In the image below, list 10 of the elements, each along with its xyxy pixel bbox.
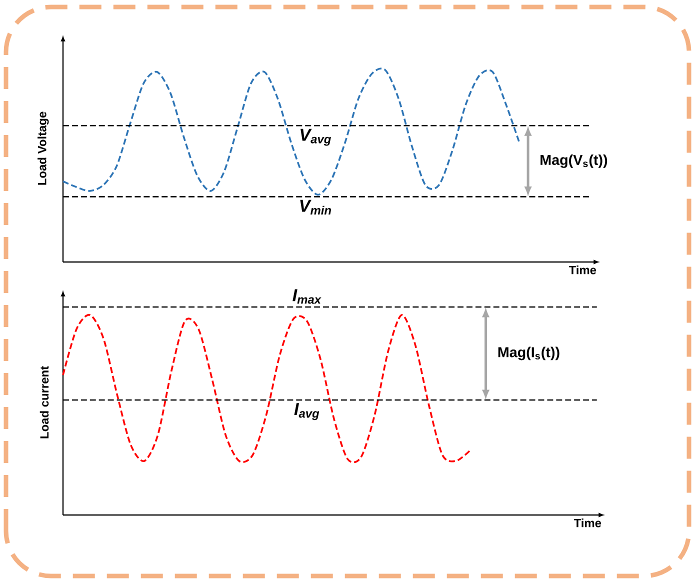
x-axis-title: Time <box>568 266 596 274</box>
ref-line-label: V$_{min}$ <box>300 200 332 214</box>
ref-line-label: I$_{avg}$ <box>294 403 320 420</box>
ref-line-label: I$_{max}$ <box>292 289 322 304</box>
y-axis-title: Load current <box>40 366 49 438</box>
y-axis-title: Load Voltage <box>38 112 49 185</box>
annotation: Mag(I$_{s}$(t)) <box>498 346 560 360</box>
x-axis-title: Time <box>574 518 602 528</box>
ref-line-label: V$_{avg}$ <box>300 128 331 146</box>
annotation: Mag(V$_{s}$(t)) <box>540 154 608 168</box>
